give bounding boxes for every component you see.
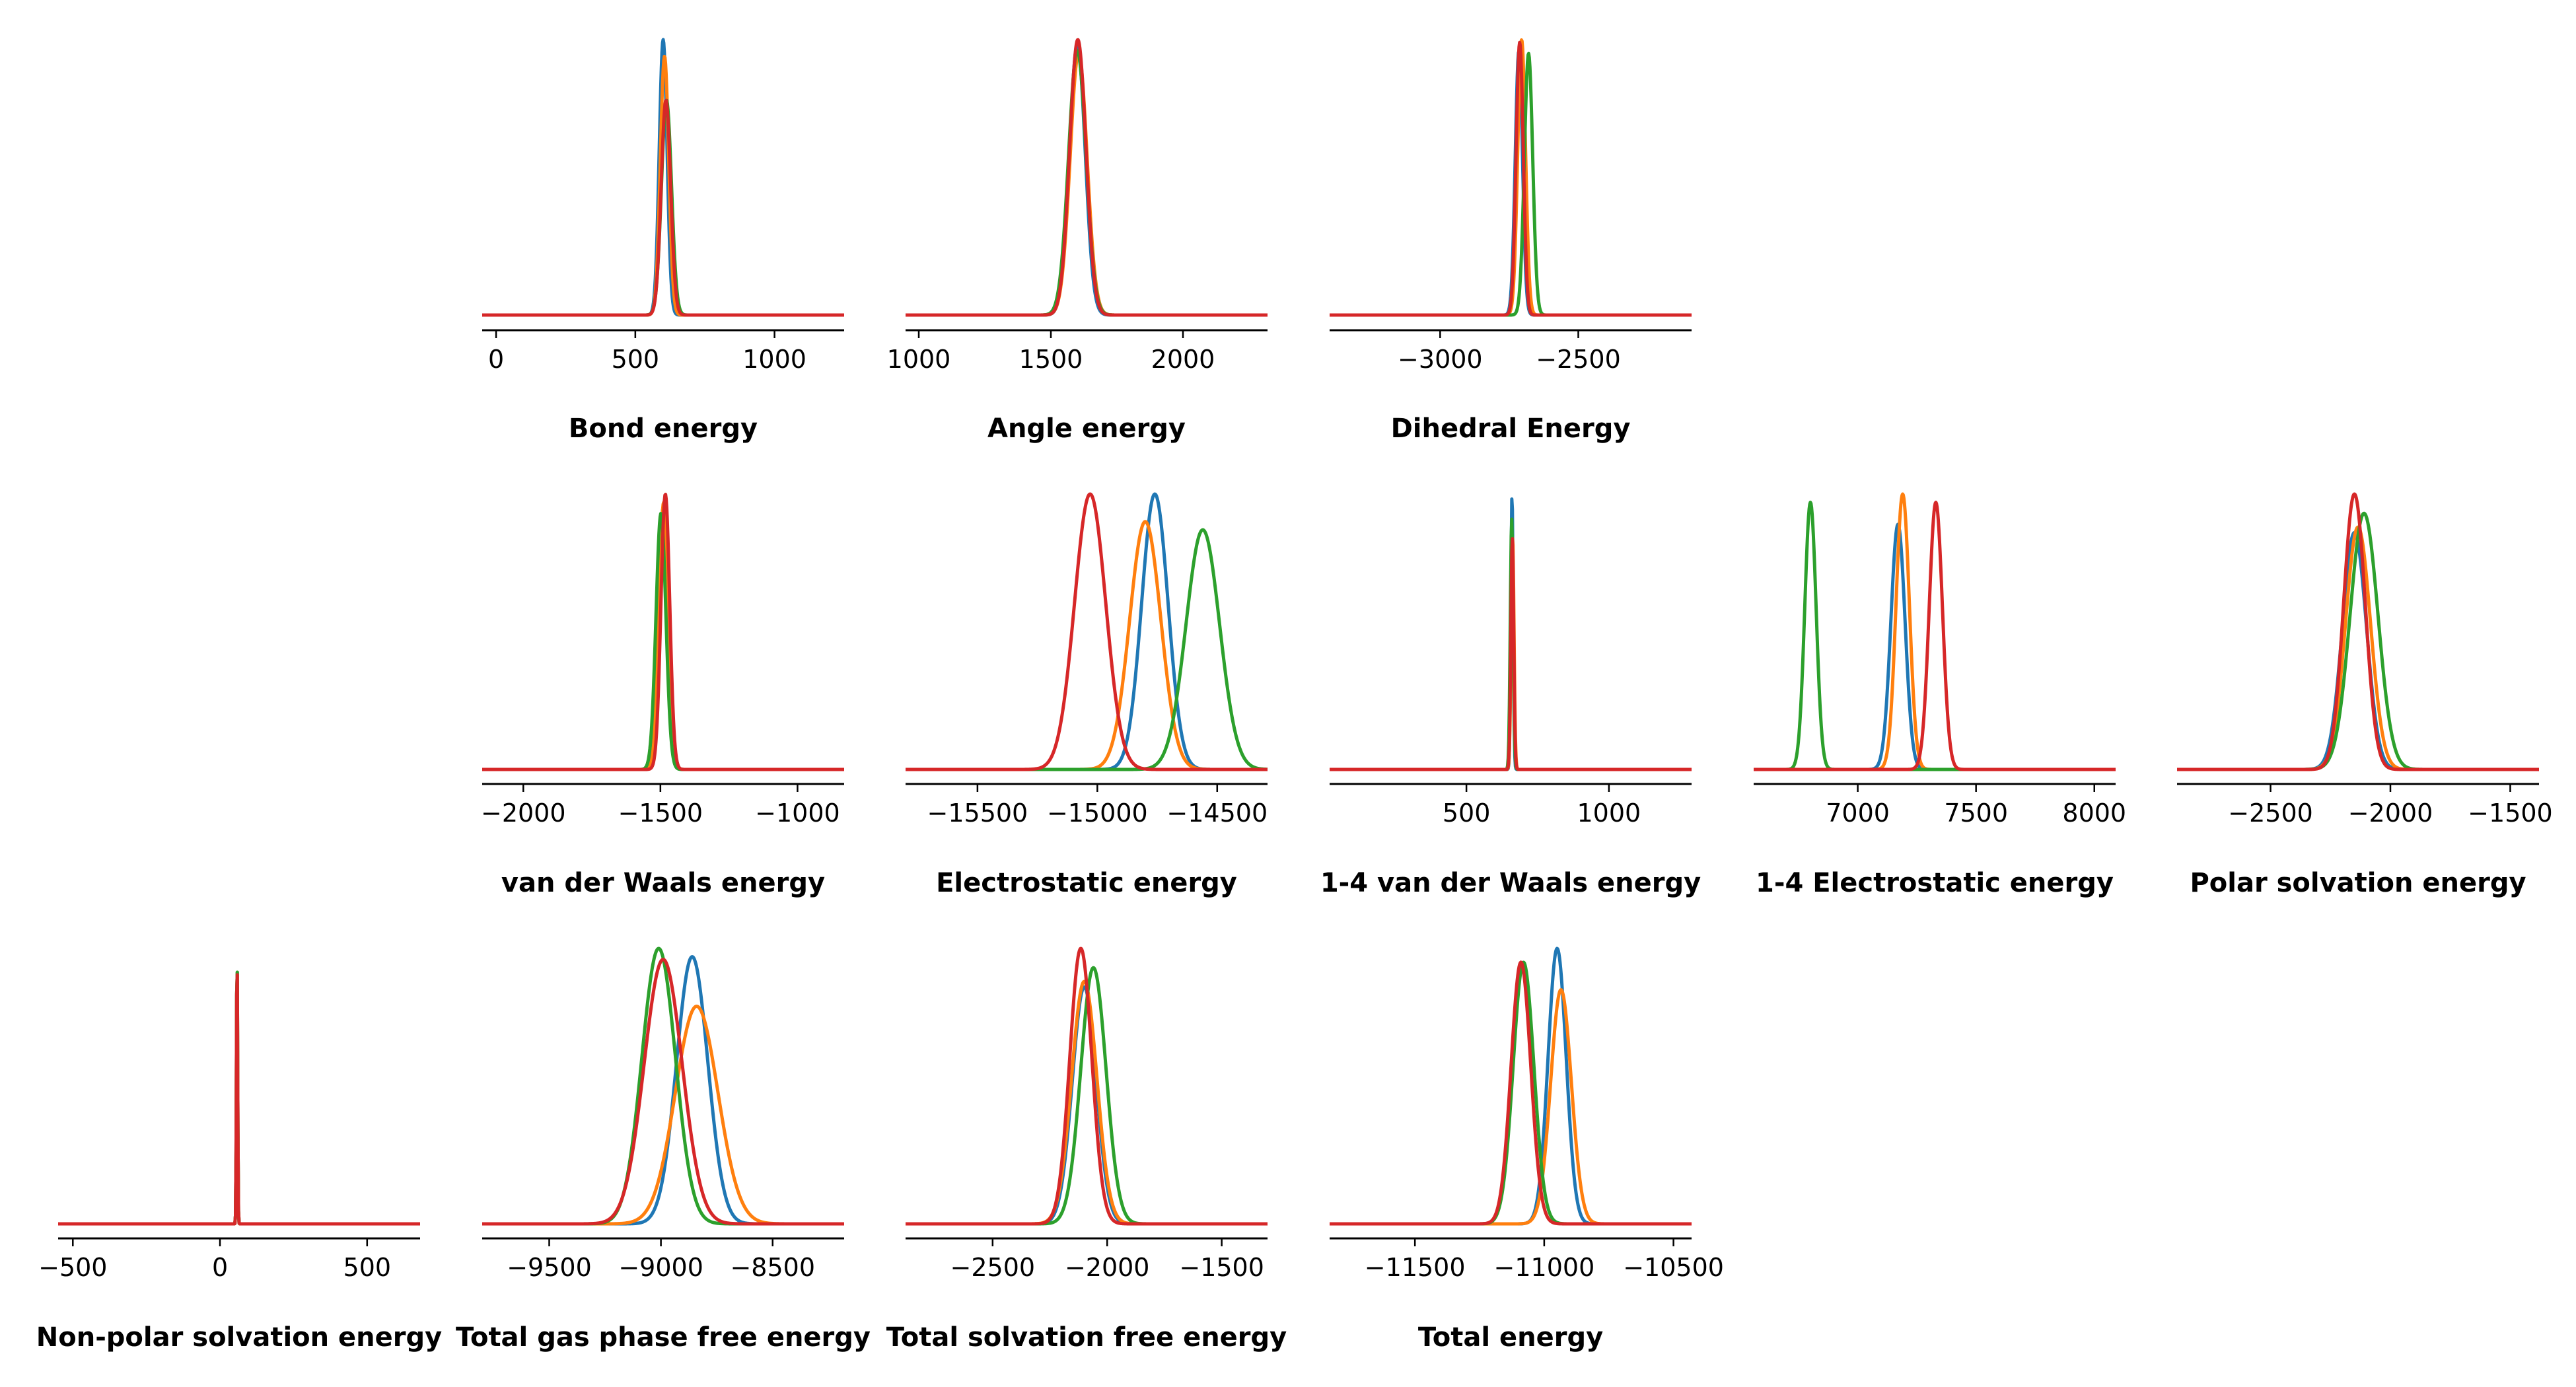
x-tick-label: 2000 <box>1151 345 1215 374</box>
panel-1-4-electrostatic-energy: 7000 7500 8000 1-4 Electrostatic energy <box>1752 492 2126 898</box>
x-tick-label: 0 <box>488 345 504 374</box>
panel-dihedral-energy: −3000 −2500 Dihedral Energy <box>1328 38 1693 444</box>
panel-title: Polar solvation energy <box>2190 868 2526 898</box>
x-tick-label: −2000 <box>481 799 566 828</box>
panel-title: Angle energy <box>987 413 1186 444</box>
panel-1-4-van-der-waals-energy: 500 1000 1-4 van der Waals energy <box>1320 497 1701 898</box>
density-curve <box>2176 525 2540 771</box>
density-curve <box>481 1005 845 1226</box>
x-tick-label: −3000 <box>1398 345 1483 374</box>
x-tick-label: −1500 <box>2468 799 2553 828</box>
density-curve <box>481 955 845 1226</box>
x-tick-label: −10500 <box>1623 1253 1724 1282</box>
density-curve <box>1328 49 1693 317</box>
panel-total-energy: −11500 −11000 −10500 Total energy <box>1328 946 1724 1353</box>
panel-title: Bond energy <box>569 413 758 444</box>
x-tick-label: −1500 <box>618 799 703 828</box>
x-tick-label: −2500 <box>950 1253 1036 1282</box>
density-curve <box>1752 501 2117 771</box>
panel-total-solvation-free-energy: −2500 −2000 −1500 Total solvation free ener… <box>886 946 1287 1353</box>
density-curve <box>1752 501 2117 771</box>
density-curve <box>2176 530 2540 771</box>
density-curve <box>904 946 1269 1226</box>
density-curve <box>481 54 845 317</box>
x-tick-label: −2500 <box>1536 345 1621 374</box>
x-tick-label: −2500 <box>2228 799 2313 828</box>
x-tick-label: 1000 <box>1577 799 1641 828</box>
x-tick-label: −14500 <box>1166 799 1268 828</box>
density-curve <box>1328 537 1693 771</box>
x-tick-label: 7000 <box>1826 799 1890 828</box>
x-tick-label: 500 <box>612 345 660 374</box>
density-curve <box>904 985 1269 1226</box>
x-tick-label: −8500 <box>730 1253 815 1282</box>
panel-van-der-waals-energy: −2000 −1500 −1000 van der Waals energy <box>481 493 845 898</box>
x-tick-label: −2000 <box>1065 1253 1150 1282</box>
panel-title: Electrostatic energy <box>936 868 1237 898</box>
x-tick-label: −11000 <box>1494 1253 1595 1282</box>
panel-title: 1-4 Electrostatic energy <box>1756 868 2114 898</box>
panel-title: Total energy <box>1418 1322 1603 1353</box>
density-curve <box>904 492 1269 771</box>
x-tick-label: −1000 <box>755 799 840 828</box>
panel-electrostatic-energy: −15500 −15000 −14500 Electrostatic energy <box>904 492 1269 898</box>
panel-non-polar-solvation-energy: −500 0 500 Non-polar solvation energy <box>36 970 442 1353</box>
x-tick-label: 0 <box>212 1253 228 1282</box>
panel-angle-energy: 1000 1500 2000 Angle energy <box>887 38 1269 444</box>
x-tick-label: 7500 <box>1944 799 2008 828</box>
density-curve <box>904 38 1269 317</box>
panel-title: 1-4 van der Waals energy <box>1320 868 1701 898</box>
x-tick-label: −9500 <box>507 1253 592 1282</box>
panel-title: Dihedral Energy <box>1391 413 1631 444</box>
x-tick-label: −9000 <box>618 1253 703 1282</box>
x-tick-label: 1000 <box>887 345 951 374</box>
x-tick-label: −15500 <box>927 799 1028 828</box>
panel-polar-solvation-energy: −2500 −2000 −1500 Polar solvation energy <box>2176 492 2553 898</box>
density-curve <box>1328 40 1693 317</box>
density-curve <box>481 493 845 771</box>
x-tick-label: 1000 <box>742 345 806 374</box>
x-tick-label: −500 <box>38 1253 107 1282</box>
panel-bond-energy: 0 500 1000 Bond energy <box>481 38 845 444</box>
x-tick-label: 1500 <box>1019 345 1083 374</box>
x-tick-label: 500 <box>1443 799 1491 828</box>
panel-title: Non-polar solvation energy <box>36 1322 442 1353</box>
panel-total-gas-phase-free-energy: −9500 −9000 −8500 Total gas phase free ener… <box>456 946 871 1353</box>
x-tick-label: −2000 <box>2348 799 2433 828</box>
x-tick-label: −15000 <box>1047 799 1148 828</box>
x-tick-label: 8000 <box>2062 799 2126 828</box>
x-tick-label: −1500 <box>1179 1253 1264 1282</box>
density-curve <box>481 958 845 1226</box>
panel-title: van der Waals energy <box>501 868 825 898</box>
density-curve <box>904 528 1269 771</box>
density-curve <box>904 520 1269 771</box>
x-tick-label: −11500 <box>1365 1253 1466 1282</box>
density-curve <box>904 492 1269 771</box>
panel-title: Total gas phase free energy <box>456 1322 871 1353</box>
panel-title: Total solvation free energy <box>886 1322 1287 1353</box>
x-tick-label: 500 <box>343 1253 392 1282</box>
density-curve <box>481 98 845 317</box>
density-curve <box>904 966 1269 1226</box>
density-curve <box>2176 492 2540 771</box>
density-curve <box>57 973 421 1226</box>
density-curve <box>1328 960 1693 1226</box>
